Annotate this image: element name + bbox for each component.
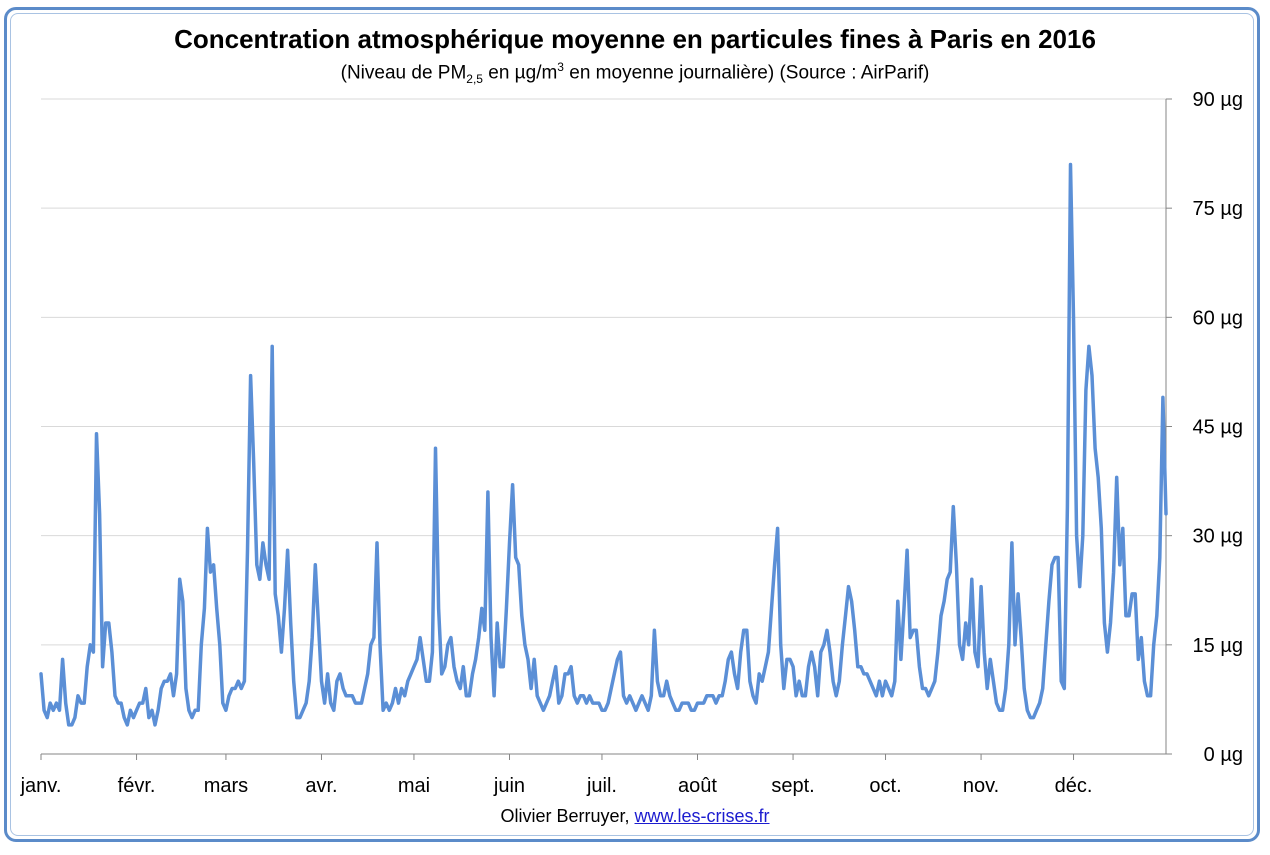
x-tick-label: oct. [869,775,901,797]
y-tick-label: 90 µg [1193,89,1243,111]
x-tick-label: sept. [771,775,814,797]
chart-frame-outer [4,7,1260,842]
x-tick-label: mai [398,775,430,797]
subtitle-subscript: 2,5 [466,72,483,87]
x-tick-labels: janv. févr. mars avr. mai juin juil. août sept. o… [20,775,1093,797]
x-tick-label: févr. [118,775,156,797]
chart-subtitle: (Niveau de PM2,5 en µg/m3 en moyenne jou… [0,60,1270,86]
x-tick-label: mars [204,775,248,797]
chart-title: Concentration atmosphérique moyenne en p… [174,24,1096,54]
subtitle-unit: en µg/m [482,62,558,84]
footer-link[interactable]: www.les-crises.fr [634,806,770,826]
x-tick-label: juin [493,775,525,797]
axes [40,98,1172,760]
y-tick-label: 15 µg [1193,635,1243,657]
x-tick-label: août [678,775,717,797]
series-group [39,162,1168,727]
footer-author: Olivier Berruyer, [500,806,630,826]
y-tick-label: 60 µg [1193,307,1243,329]
subtitle-suffix: en moyenne journalière) (Source : AirPar… [563,62,930,84]
y-tick-label: 0 µg [1204,744,1243,766]
x-tick-label: janv. [20,775,62,797]
series-line-0 [39,162,1168,727]
subtitle-prefix: (Niveau de PM [340,62,467,84]
y-tick-labels: 0 µg 15 µg 30 µg 45 µg 60 µg 75 µg 90 µg [1193,89,1243,766]
chart-frame-inner [10,13,1254,836]
y-tick-label: 75 µg [1193,198,1243,220]
x-tick-label: juil. [586,775,617,797]
y-tick-label: 45 µg [1193,417,1243,439]
x-tick-label: déc. [1055,775,1093,797]
y-tick-label: 30 µg [1193,526,1243,548]
x-tick-label: nov. [963,775,999,797]
subtitle-superscript: 3 [557,60,564,74]
chart-footer: Olivier Berruyer, www.les-crises.fr [0,806,1270,827]
x-tick-label: avr. [305,775,337,797]
